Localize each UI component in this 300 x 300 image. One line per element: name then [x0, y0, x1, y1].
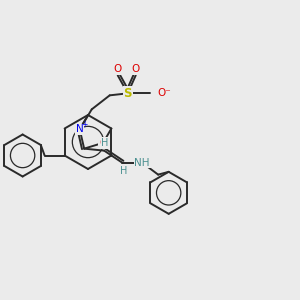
Text: S: S — [124, 87, 132, 100]
Text: +: + — [82, 120, 88, 129]
Text: NH: NH — [134, 158, 150, 168]
Text: O: O — [114, 64, 122, 74]
Text: H: H — [101, 138, 109, 148]
Text: H: H — [121, 166, 128, 176]
Text: N: N — [76, 124, 84, 134]
Text: O: O — [99, 138, 107, 148]
Text: O: O — [132, 64, 140, 74]
Text: O⁻: O⁻ — [158, 88, 172, 98]
